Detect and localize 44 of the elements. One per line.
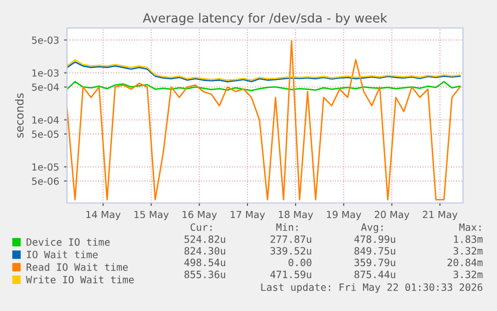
text: Last update: Fri May 22 01:30:33 2026	[261, 283, 482, 293]
text: 339.52u	[270, 247, 312, 255]
y-tick-label: 5e-03	[32, 36, 59, 44]
text: 498.54u	[184, 258, 226, 266]
text: Max:	[459, 223, 481, 231]
line-series	[67, 80, 461, 92]
chart-title: Average latency for /dev/sda - by week	[142, 12, 388, 26]
text: 359.79u	[354, 258, 396, 266]
y-tick-label: 5e-06	[32, 177, 59, 185]
text: 524.82u	[184, 235, 226, 243]
y-tick-label: 1e-03	[32, 69, 59, 77]
line-series	[67, 40, 461, 200]
x-tick-label: 19 May	[326, 210, 362, 220]
x-tick-label: 15 May	[134, 210, 169, 220]
y-tick-label: 1e-04	[32, 116, 59, 124]
x-tick-label: 17 May	[230, 210, 265, 220]
y-tick-label: 1e-05	[32, 163, 59, 171]
x-tick-label: 16 May	[182, 210, 217, 220]
y-axis-title: seconds	[15, 93, 24, 138]
text: 824.30u	[184, 247, 226, 255]
x-tick-label: 20 May	[374, 210, 410, 220]
text: 849.75u	[354, 247, 396, 255]
text: Cur:	[190, 223, 212, 231]
text: 3.32m	[454, 270, 483, 278]
text: 855.36u	[184, 270, 226, 278]
x-tick-label: 14 May	[86, 210, 121, 220]
x-tick-label: 18 May	[278, 210, 314, 220]
legend-label: IO Wait time	[26, 250, 98, 258]
text: 3.32m	[454, 247, 483, 255]
legend-label: Write IO Wait time	[26, 276, 134, 284]
text: 20.84m	[448, 258, 483, 266]
x-tick-label: 21 May	[422, 210, 458, 220]
y-tick-label: 5e-04	[32, 83, 59, 91]
text: 277.87u	[270, 235, 312, 243]
text: Avg:	[361, 223, 383, 233]
y-tick-label: 5e-05	[32, 130, 59, 138]
text: 0.00	[288, 258, 312, 266]
legend-label: Read IO Wait time	[26, 263, 128, 271]
text: 478.99u	[354, 235, 396, 243]
text: 875.44u	[354, 270, 396, 278]
text: 471.59u	[270, 270, 312, 278]
legend-label: Device IO time	[26, 238, 110, 246]
text: Min:	[276, 223, 298, 231]
text: 1.83m	[454, 235, 483, 243]
